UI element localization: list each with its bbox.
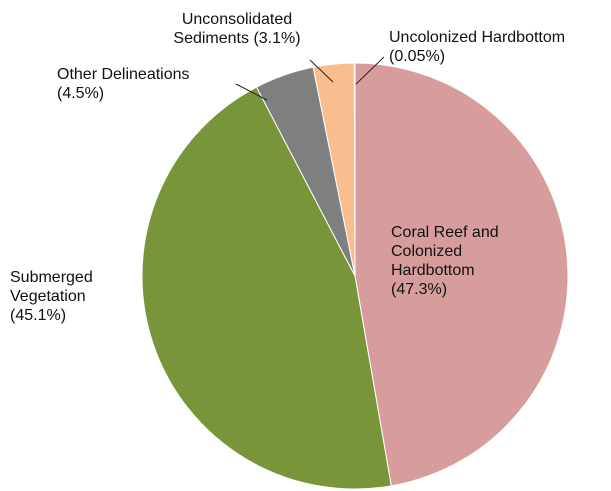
slice-label-coral: Coral Reef and Colonized Hardbottom (47.3%) (391, 224, 499, 298)
slice-label-line: Uncolonized Hardbottom (389, 29, 565, 46)
slice-label-line: Sediments (3.1%) (173, 30, 300, 47)
slice-label-line: (4.5%) (57, 85, 104, 102)
pie-slice-coral (354, 62, 569, 487)
slice-label-hardbottom: Uncolonized Hardbottom (0.05%) (389, 29, 565, 65)
pie-slice-submerged (141, 86, 392, 490)
slice-label-line: Coral Reef and (391, 224, 499, 241)
slice-label-line: Hardbottom (391, 262, 475, 279)
slice-label-line: (0.05%) (389, 48, 445, 65)
pie-slices (141, 62, 569, 490)
leader-line-other (235, 83, 268, 101)
slice-label-line: Other Delineations (57, 66, 190, 83)
leader-line-hardbottom (355, 56, 385, 85)
pie-slice-hardbottom (353, 62, 356, 277)
leader-lines (235, 56, 385, 101)
slice-labels: Coral Reef and Colonized Hardbottom (47.3%)… (10, 11, 565, 324)
slice-label-line: (47.3%) (391, 281, 447, 298)
slice-label-line: Unconsolidated (182, 11, 292, 28)
slice-label-sediments: Unconsolidated Sediments (3.1%) (173, 11, 300, 47)
slice-label-other: Other Delineations (4.5%) (57, 66, 190, 102)
slice-label-line: Submerged (10, 269, 93, 286)
slice-label-line: (45.1%) (10, 307, 66, 324)
slice-label-submerged: Submerged Vegetation (45.1%) (10, 269, 93, 324)
slice-label-line: Colonized (391, 243, 462, 260)
leader-line-sediments (309, 59, 334, 83)
slice-label-line: Vegetation (10, 288, 86, 305)
